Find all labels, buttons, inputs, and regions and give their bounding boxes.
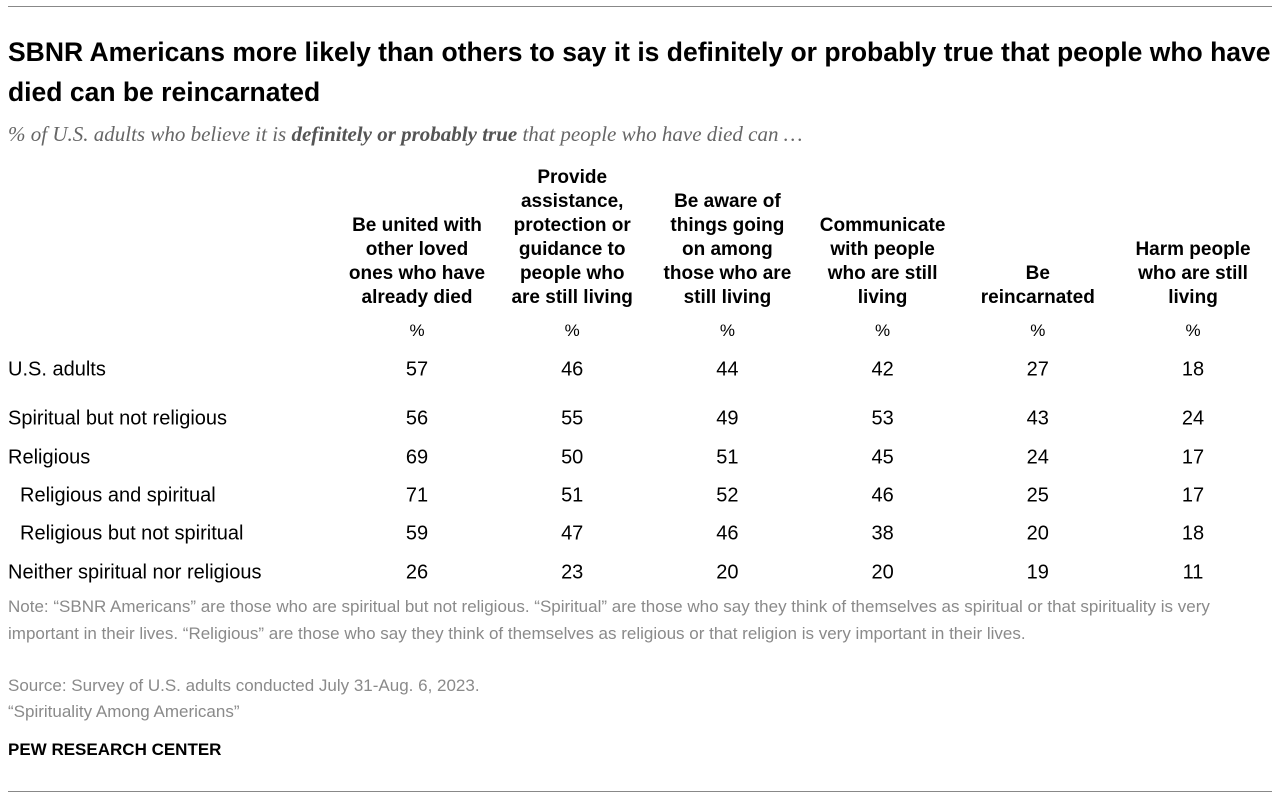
column-header-line: Be — [1025, 263, 1050, 284]
row-label: U.S. adults — [8, 358, 106, 381]
column-header-line: Communicate — [819, 215, 946, 236]
brand: PEW RESEARCH CENTER — [8, 740, 222, 759]
cell-value: 23 — [561, 561, 584, 584]
unit-label: % — [409, 321, 425, 340]
top-rule — [8, 6, 1272, 7]
cell-value: 38 — [871, 522, 894, 545]
cell-value: 47 — [561, 522, 584, 545]
source: Source: Survey of U.S. adults conducted … — [8, 676, 480, 695]
column-header-line: who are still — [827, 263, 938, 284]
cell-value: 19 — [1026, 561, 1049, 584]
cell-value: 20 — [1026, 522, 1049, 545]
column-header-line: who are still — [1138, 263, 1248, 284]
column-header-line: ones who have — [348, 263, 486, 284]
column-header-line: assistance, — [520, 191, 624, 212]
column-header-line: Be aware of — [674, 191, 781, 212]
row-label: Spiritual but not religious — [8, 407, 228, 430]
column-header: Be reincarnated — [960, 262, 1116, 310]
cell-value: 55 — [561, 407, 584, 430]
column-header: Provide assistance, protection or guidance … — [494, 166, 650, 310]
column-header-line: living — [1168, 287, 1218, 308]
column-header: Be aware of things going on among those who… — [649, 190, 805, 310]
cell-value: 52 — [716, 484, 739, 507]
row-label: Neither spiritual nor religious — [8, 561, 262, 584]
report: “Spirituality Among Americans” — [8, 702, 240, 721]
column-header-line: Be united with — [352, 215, 482, 236]
note: Note: “SBNR Americans” are those who are… — [8, 597, 1210, 643]
cell-value: 46 — [561, 358, 584, 381]
cell-value: 51 — [716, 446, 739, 469]
column-header-line: Harm people — [1135, 239, 1251, 260]
cell-value: 20 — [871, 561, 894, 584]
row-label: Religious — [8, 446, 91, 469]
column-header-line: people who — [519, 263, 625, 284]
cell-value: 50 — [561, 446, 584, 469]
cell-value: 26 — [405, 561, 429, 584]
column-header-line: those who are — [663, 263, 792, 284]
cell-value: 20 — [716, 561, 739, 584]
unit-label: % — [1030, 321, 1046, 340]
column-header-line: living — [857, 287, 908, 308]
subtitle-text: that people who have died can … — [517, 122, 803, 146]
cell-value: 18 — [1181, 358, 1205, 381]
cell-value: 46 — [716, 522, 739, 545]
title: SBNR Americans more likely than others t… — [8, 37, 1271, 107]
column-header-line: other loved — [365, 239, 469, 260]
cell-value: 24 — [1181, 407, 1205, 430]
cell-value: 27 — [1026, 358, 1049, 381]
cell-value: 56 — [405, 407, 429, 430]
column-header-line: Provide — [537, 167, 608, 188]
row-label: Religious and spiritual — [20, 484, 216, 507]
column-header-line: on among — [682, 239, 773, 260]
cell-value: 17 — [1181, 446, 1205, 469]
cell-value: 57 — [405, 358, 429, 381]
column-header-line: guidance to — [518, 239, 626, 260]
column-header-line: things going — [670, 215, 785, 236]
cell-value: 17 — [1181, 484, 1205, 507]
cell-value: 18 — [1181, 522, 1205, 545]
cell-value: 46 — [871, 484, 894, 507]
cell-value: 42 — [871, 358, 894, 381]
cell-value: 49 — [716, 407, 739, 430]
column-header-line: with people — [830, 239, 935, 260]
cell-value: 69 — [405, 446, 429, 469]
column-header-line: are still living — [511, 287, 633, 308]
column-header-line: protection or — [513, 215, 631, 236]
unit-label: % — [719, 321, 735, 340]
column-header: Be united with other loved ones who have al… — [339, 214, 495, 310]
cell-value: 45 — [871, 446, 894, 469]
cell-value: 71 — [405, 484, 429, 507]
unit-label: % — [1185, 321, 1201, 340]
row-label: Religious but not spiritual — [20, 522, 244, 545]
cell-value: 24 — [1026, 446, 1049, 469]
cell-value: 51 — [561, 484, 584, 507]
column-header: Harm people who are still living — [1115, 238, 1271, 310]
unit-label: % — [564, 321, 580, 340]
cell-value: 43 — [1026, 407, 1049, 430]
cell-value: 25 — [1026, 484, 1049, 507]
bottom-rule — [8, 791, 1272, 792]
unit-label: % — [875, 321, 891, 340]
column-header-line: still living — [683, 287, 772, 308]
column-header-line: reincarnated — [980, 287, 1095, 308]
column-header: Communicate with people who are still livin… — [805, 214, 961, 310]
subtitle: % of U.S. adults who believe it is defin… — [8, 122, 802, 147]
cell-value: 44 — [716, 358, 739, 381]
subtitle-emphasis: definitely or probably true — [291, 122, 518, 146]
cell-value: 59 — [405, 522, 429, 545]
cell-value: 11 — [1182, 561, 1204, 584]
subtitle-text: % of U.S. adults who believe it is — [8, 122, 292, 146]
cell-value: 53 — [871, 407, 894, 430]
column-header-line: already died — [361, 287, 473, 308]
